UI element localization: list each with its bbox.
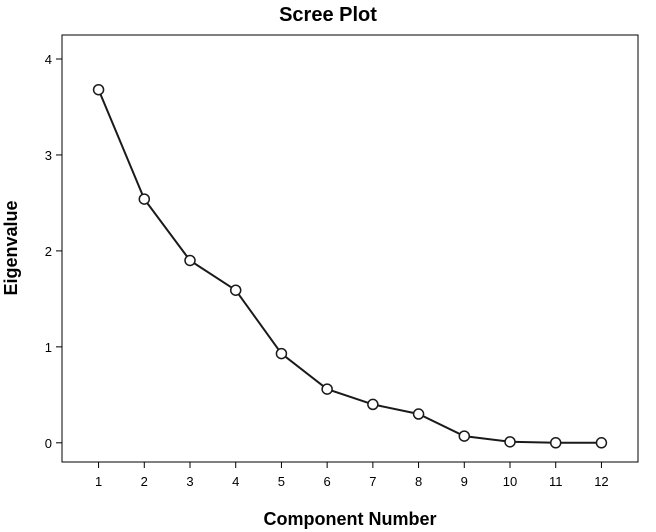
data-point-component-9	[458, 430, 471, 442]
eigenvalue-series-line	[97, 89, 602, 444]
data-point-component-1	[92, 83, 105, 96]
x-tick-label: 5	[278, 474, 285, 489]
y-axis: 0 1 2 3 4	[45, 52, 62, 451]
y-tick-label: 3	[45, 148, 52, 163]
data-point-component-5	[275, 347, 288, 360]
data-point-component-8	[412, 408, 425, 420]
x-tick-label: 4	[232, 474, 239, 489]
data-point-component-2	[138, 193, 151, 205]
data-point-component-11	[549, 437, 562, 449]
x-tick-label: 2	[141, 474, 148, 489]
x-tick-label: 1	[95, 474, 102, 489]
chart-title: Scree Plot	[279, 4, 377, 26]
x-axis: 1 2 3 4 5 6 7 8 9 10 11 12	[95, 462, 609, 489]
data-point-component-3	[184, 254, 196, 267]
eigenvalue-points	[92, 83, 608, 449]
y-tick-label: 0	[45, 436, 52, 451]
x-axis-label: Component Number	[264, 509, 437, 529]
data-point-component-6	[321, 383, 333, 395]
data-point-component-7	[367, 398, 379, 411]
data-point-component-12	[595, 437, 608, 449]
x-tick-label: 7	[369, 474, 376, 489]
x-tick-label: 9	[461, 474, 468, 489]
y-tick-label: 1	[45, 340, 52, 355]
y-tick-label: 2	[45, 244, 52, 259]
x-tick-label: 12	[594, 474, 608, 489]
x-tick-label: 3	[186, 474, 193, 489]
plot-area-frame	[61, 34, 639, 463]
y-axis-label: Eigenvalue	[1, 200, 21, 295]
x-tick-label: 10	[503, 474, 517, 489]
x-tick-label: 8	[415, 474, 422, 489]
y-tick-label: 4	[45, 52, 52, 67]
x-tick-label: 11	[549, 474, 563, 489]
data-point-component-10	[504, 436, 516, 448]
data-point-component-4	[229, 284, 242, 296]
x-tick-label: 6	[324, 474, 331, 489]
